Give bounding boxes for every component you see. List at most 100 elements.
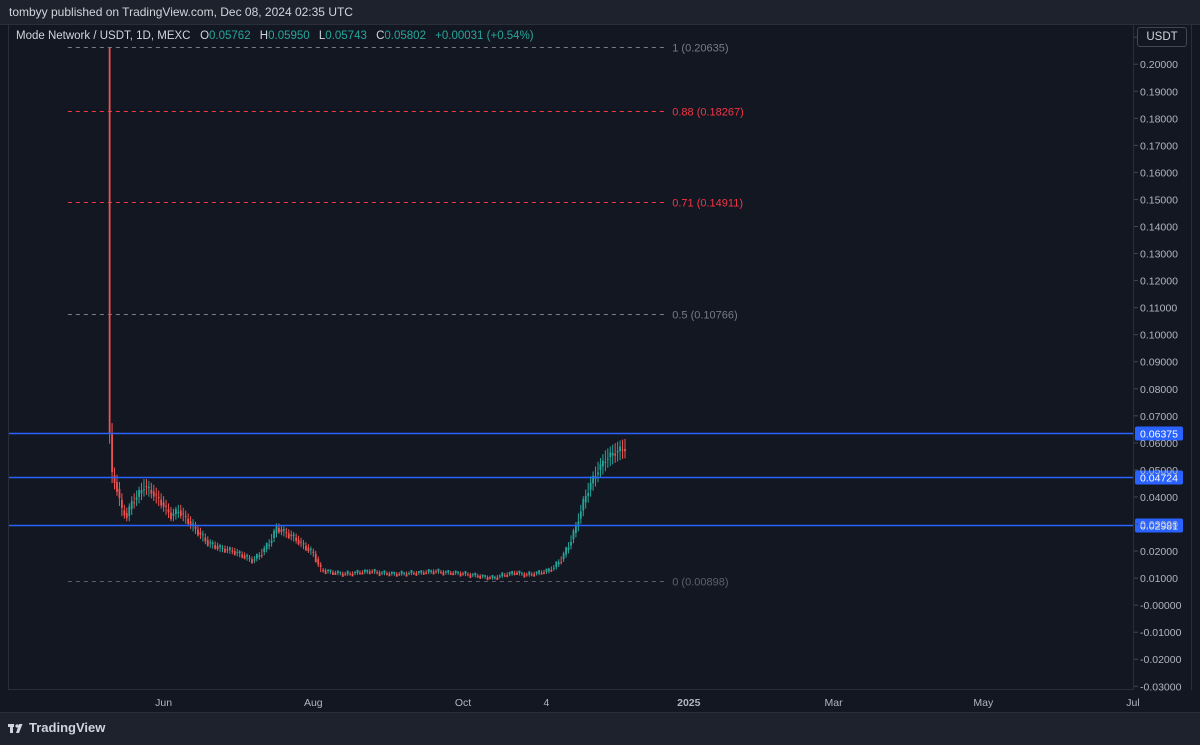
horizontal-lines[interactable]: 0.06375 0.04724 0.02981 — [9, 426, 1183, 533]
candle-body — [393, 571, 396, 574]
candle-body — [619, 446, 621, 451]
candle-body — [143, 489, 145, 491]
candle-body — [462, 573, 464, 575]
candle-body — [589, 482, 592, 490]
candle-body — [579, 511, 582, 519]
candle-body — [226, 549, 229, 551]
candle-body — [366, 569, 369, 572]
y-tick-label: 0.10000 — [1140, 330, 1178, 342]
candle-body — [206, 540, 209, 546]
candle-body — [388, 573, 391, 577]
candle-body — [319, 564, 322, 567]
tradingview-brand[interactable]: TradingView — [8, 720, 105, 735]
candle-body — [167, 509, 170, 513]
candle-body — [368, 571, 371, 575]
candle-body — [449, 572, 452, 575]
candle-body — [489, 577, 491, 580]
candle-body — [381, 572, 383, 574]
candle-body — [572, 530, 575, 540]
y-tick-label: 0.08000 — [1140, 384, 1178, 396]
candle-body — [403, 572, 406, 574]
candle-body — [253, 559, 256, 561]
x-tick-label: Jun — [155, 697, 172, 709]
candle-body — [248, 557, 251, 559]
chart-pane[interactable] — [8, 24, 1134, 690]
horizontal-level-label: 0.02981 — [1140, 521, 1178, 533]
candle-body — [108, 47, 111, 434]
candle-body — [221, 547, 224, 549]
close-label: C — [376, 30, 385, 42]
candle-body — [496, 577, 499, 581]
candle-body — [224, 548, 226, 553]
candle-body — [363, 569, 366, 573]
candle-body — [118, 488, 121, 499]
y-tick-label: 0.06000 — [1140, 438, 1178, 450]
y-tick-label: 0.02000 — [1140, 546, 1178, 558]
candle-body — [273, 530, 275, 538]
candle-body — [359, 572, 361, 575]
candle-body — [390, 571, 393, 574]
fib-retracement[interactable]: 1 (0.20635) 0.88 (0.18267) 0.71 (0.14911) 0… — [67, 43, 744, 589]
candle-body — [378, 572, 381, 577]
currency-badge[interactable]: USDT — [1137, 27, 1187, 47]
candle-body — [457, 571, 460, 574]
candle-body — [356, 569, 359, 573]
candle-body — [513, 573, 516, 576]
candle-body — [435, 571, 437, 573]
candle-body — [182, 513, 185, 515]
candle-body — [442, 572, 445, 576]
y-tick-label: 0.17000 — [1140, 140, 1178, 152]
y-tick-label: 0.19000 — [1140, 86, 1178, 98]
candle-body — [557, 562, 560, 565]
candle-body — [336, 570, 339, 573]
candle-body — [417, 571, 420, 573]
candle-body — [297, 539, 300, 545]
candle-body — [204, 537, 207, 542]
y-tick-label: -0.02000 — [1140, 654, 1182, 666]
candle-body — [621, 449, 624, 451]
y-tick-label: -0.03000 — [1140, 681, 1182, 693]
y-tick-label: 0.12000 — [1140, 276, 1178, 288]
candle-body — [113, 475, 116, 483]
candle-body — [560, 561, 563, 563]
candle-body — [354, 571, 356, 574]
candle-body — [567, 547, 570, 551]
candle-body — [535, 571, 538, 574]
candle-body — [432, 571, 435, 575]
candle-body — [373, 568, 376, 572]
candle-body — [246, 555, 248, 557]
candle-body — [155, 494, 158, 496]
candle-body — [251, 559, 253, 564]
candle-body — [565, 547, 567, 555]
candle-body — [471, 574, 474, 576]
change-value: +0.00031 (+0.54%) — [435, 30, 534, 42]
candle-body — [491, 574, 494, 578]
y-tick-label: 0.07000 — [1140, 411, 1178, 423]
fib-level-label: 1 (0.20635) — [672, 43, 728, 55]
price-axis-pane[interactable] — [1134, 24, 1192, 690]
candle-body — [474, 572, 477, 576]
candle-body — [125, 513, 128, 518]
candle-body — [199, 532, 202, 535]
candle-body — [184, 515, 187, 517]
candle-body — [160, 499, 163, 506]
candle-body — [545, 568, 548, 572]
candle-body — [454, 570, 457, 574]
y-tick-label: 0.11000 — [1140, 303, 1177, 315]
candle-body — [307, 547, 310, 552]
candle-body — [405, 573, 408, 577]
candle-body — [290, 534, 293, 536]
candle-body — [533, 574, 536, 577]
candle-body — [214, 545, 217, 549]
candle-body — [444, 571, 447, 573]
candle-body — [231, 550, 234, 552]
x-tick-label: Aug — [304, 697, 323, 709]
candle-body — [275, 526, 278, 534]
candle-body — [469, 574, 472, 579]
fib-level-label: 0.71 (0.14911) — [672, 198, 743, 210]
candle-body — [371, 571, 374, 573]
candle-body — [329, 569, 332, 572]
tradingview-logo-icon — [8, 723, 23, 733]
candle-body — [236, 551, 239, 553]
candle-body — [344, 573, 347, 575]
